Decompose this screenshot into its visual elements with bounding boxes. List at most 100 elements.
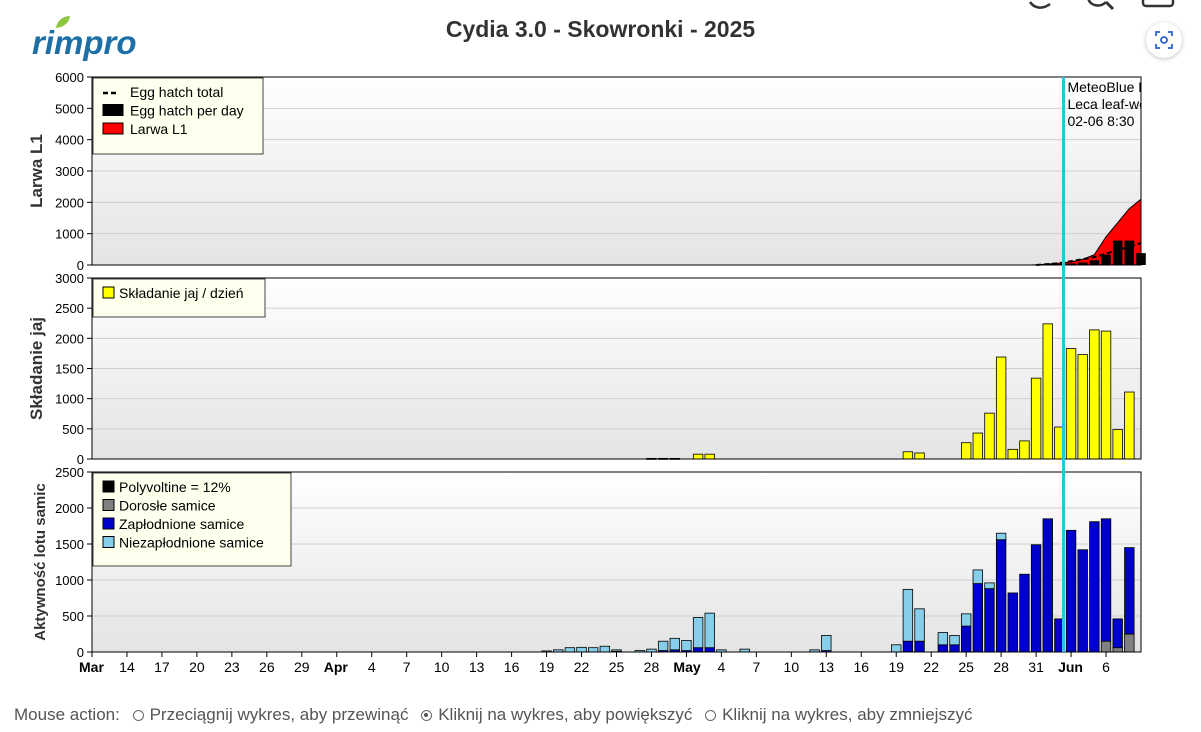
legend-box xyxy=(92,278,266,318)
y-tick-label: 1500 xyxy=(55,537,84,552)
x-tick-label: 14 xyxy=(119,659,135,675)
y-tick-label: 2000 xyxy=(55,501,84,516)
focus-icon xyxy=(1155,31,1173,49)
zaplodnione-bar xyxy=(1042,518,1053,653)
zaplodnione-bar xyxy=(972,583,984,653)
skladanie-bar xyxy=(902,451,914,460)
legend-label: Egg hatch total xyxy=(130,84,223,100)
rimpro-logo: rimpro xyxy=(32,16,137,61)
x-axis: Mar 14 17 20 23 26 29 Apr 4 7 10 13 16 19 22 25 28 May 4 7 1… xyxy=(79,652,1110,675)
dorosle-bar xyxy=(1124,633,1135,653)
y-tick-label: 2000 xyxy=(55,331,84,346)
x-tick-label: Apr xyxy=(324,659,349,675)
forecast-annotation-line: MeteoBlue Prognoza xyxy=(1067,79,1198,95)
niezaplodnione-bar xyxy=(902,588,914,642)
x-tick-label: 4 xyxy=(368,659,376,675)
skladanie-bar xyxy=(960,442,972,460)
niezaplodnione-bar xyxy=(821,635,832,651)
y-tick-label: 4000 xyxy=(55,133,84,148)
x-tick-label: 23 xyxy=(224,659,240,675)
panel-skladanie: 0 500 1000 1500 2000 2500 3000 Składanie jaj xyxy=(27,271,1142,467)
zaplodnione-bar xyxy=(1077,549,1088,653)
legend-swatch xyxy=(102,286,115,299)
legend-larwa: Egg hatch total Egg hatch per day Larwa L1 xyxy=(92,77,264,155)
mouse-option-zoom-out[interactable]: Kliknij na wykres, aby zmniejszyć xyxy=(705,705,972,724)
y-axis-label: Aktywność lotu samic xyxy=(32,483,49,641)
radio-icon[interactable] xyxy=(132,710,144,721)
legend-swatch xyxy=(102,536,115,548)
skladanie-bar xyxy=(972,432,984,460)
y-tick-label: 0 xyxy=(77,645,84,660)
radio-icon[interactable] xyxy=(705,710,717,721)
y-tick-label: 0 xyxy=(77,452,84,467)
logo-leaf-icon xyxy=(56,16,70,28)
radio-selected-icon[interactable] xyxy=(421,710,433,721)
skladanie-bar xyxy=(995,356,1007,460)
x-tick-label: 25 xyxy=(609,659,625,675)
forecast-annotation-line: Leca leaf-wetness xyxy=(1067,96,1180,112)
legend-swatch xyxy=(102,517,115,530)
niezaplodnione-bar xyxy=(669,637,680,651)
y-tick-label: 1000 xyxy=(55,227,84,242)
x-tick-label: Mar xyxy=(79,659,104,675)
y-tick-label: 2500 xyxy=(55,301,84,316)
skladanie-bar xyxy=(704,453,715,460)
mouse-option-scroll[interactable]: Przeciągnij wykres, aby przewinąć xyxy=(132,705,408,724)
x-tick-label: Jun xyxy=(1058,659,1083,675)
x-tick-label: 10 xyxy=(784,659,800,675)
x-tick-label: 26 xyxy=(259,659,275,675)
search-icon[interactable] xyxy=(1087,0,1115,11)
y-tick-label: 500 xyxy=(62,422,84,437)
panel-frame xyxy=(91,277,1142,460)
zaplodnione-bar xyxy=(1019,573,1030,653)
zaplodnione-bar xyxy=(1065,529,1077,653)
niezaplodnione-bar xyxy=(984,582,995,590)
legend-swatch xyxy=(102,122,124,135)
egg-hatch-bar xyxy=(1124,240,1135,265)
x-tick-label: 6 xyxy=(1102,659,1110,675)
skladanie-bar xyxy=(1100,330,1112,460)
y-axis-label: Składanie jaj xyxy=(27,317,46,420)
chart-menu-icon[interactable] xyxy=(1028,1,1051,9)
egg-hatch-bar xyxy=(1089,260,1100,265)
niezaplodnione-bar xyxy=(960,613,972,627)
mouse-option-zoom-in[interactable]: Kliknij na wykres, aby powiększyć xyxy=(421,705,692,724)
niezaplodnione-bar xyxy=(995,532,1007,541)
y-tick-label: 500 xyxy=(62,609,84,624)
x-tick-label: 4 xyxy=(718,659,726,675)
skladanie-bar xyxy=(1042,323,1053,460)
dorosle-bar xyxy=(1100,640,1112,653)
niezaplodnione-bar xyxy=(972,569,984,585)
legend-label: Składanie jaj / dzień xyxy=(119,285,244,301)
x-tick-label: 22 xyxy=(923,659,939,675)
y-tick-label: 2000 xyxy=(55,195,84,210)
toolbar xyxy=(1028,0,1175,11)
niezaplodnione-bar xyxy=(599,645,611,653)
y-tick-label: 1000 xyxy=(55,392,84,407)
dorosle-bar xyxy=(1112,647,1123,653)
x-tick-label: 10 xyxy=(434,659,450,675)
zaplodnione-bar xyxy=(1112,618,1123,649)
focus-button[interactable] xyxy=(1146,22,1182,58)
x-tick-label: 13 xyxy=(819,659,835,675)
y-tick-label: 1500 xyxy=(55,362,84,377)
x-tick-label: 28 xyxy=(644,659,660,675)
zaplodnione-bar xyxy=(937,644,949,653)
niezaplodnione-bar xyxy=(891,644,902,653)
mouse-action-label: Mouse action: xyxy=(14,705,120,724)
legend-label: Zapłodnione samice xyxy=(119,516,245,532)
panel-larwa: 0 1000 2000 3000 4000 5000 6000 Larwa L1 xyxy=(27,70,1146,273)
x-tick-label: 28 xyxy=(993,659,1009,675)
x-tick-label: 25 xyxy=(958,659,974,675)
skladanie-bar xyxy=(984,412,995,460)
x-tick-label: 16 xyxy=(853,659,869,675)
x-tick-label: 16 xyxy=(504,659,520,675)
skladanie-bar xyxy=(914,452,925,460)
skladanie-bar xyxy=(1112,429,1123,460)
y-tick-label: 6000 xyxy=(55,70,84,85)
niezaplodnione-bar xyxy=(588,647,599,653)
niezaplodnione-bar xyxy=(681,640,692,651)
print-icon[interactable] xyxy=(1141,0,1175,8)
